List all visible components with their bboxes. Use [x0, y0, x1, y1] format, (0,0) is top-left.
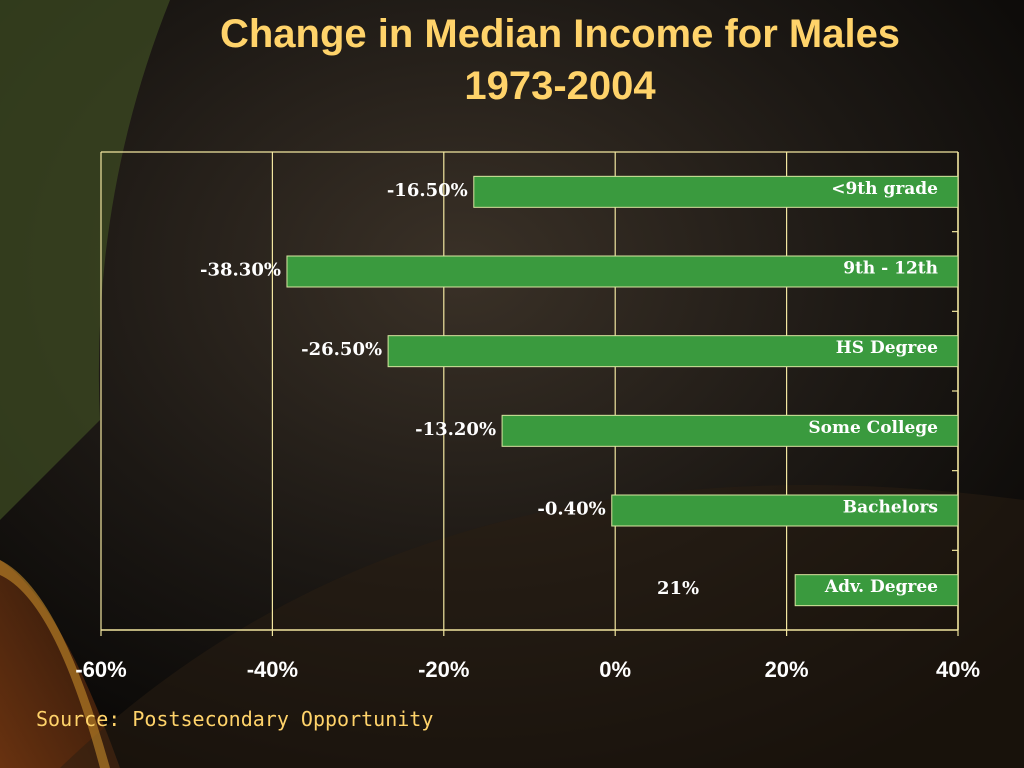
bar-4 [611, 494, 959, 527]
value-label-2: -26.50% [301, 339, 382, 360]
x-tick-label-1: -40% [247, 657, 298, 682]
x-tick-label-4: 20% [765, 657, 809, 682]
value-label-5: 21% [657, 578, 699, 599]
category-label-1: 9th - 12th [843, 259, 938, 279]
category-label-2: HS Degree [836, 338, 938, 358]
bar-1 [286, 255, 959, 288]
bar-2 [387, 335, 959, 368]
source-note: Source: Postsecondary Opportunity [36, 707, 434, 731]
category-label-0: <9th grade [831, 179, 938, 199]
x-tick-label-2: -20% [418, 657, 469, 682]
bar-3 [501, 414, 959, 447]
category-label-4: Bachelors [843, 498, 938, 518]
bar-0 [473, 175, 959, 208]
x-tick-label-0: -60% [75, 657, 126, 682]
value-label-4: -0.40% [537, 499, 605, 520]
title-line-2: 1973-2004 [464, 64, 656, 108]
category-label-5: Adv. Degree [824, 577, 938, 597]
bar-5 [794, 574, 959, 607]
x-tick-label-3: 0% [599, 657, 631, 682]
value-label-3: -13.20% [415, 419, 496, 440]
value-label-1: -38.30% [200, 260, 281, 281]
chart-title: Change in Median Income for Males 1973-2… [110, 8, 1010, 112]
category-label-3: Some College [808, 418, 938, 438]
title-line-1: Change in Median Income for Males [219, 12, 901, 56]
value-label-0: -16.50% [387, 180, 468, 201]
x-tick-label-5: 40% [936, 657, 980, 682]
